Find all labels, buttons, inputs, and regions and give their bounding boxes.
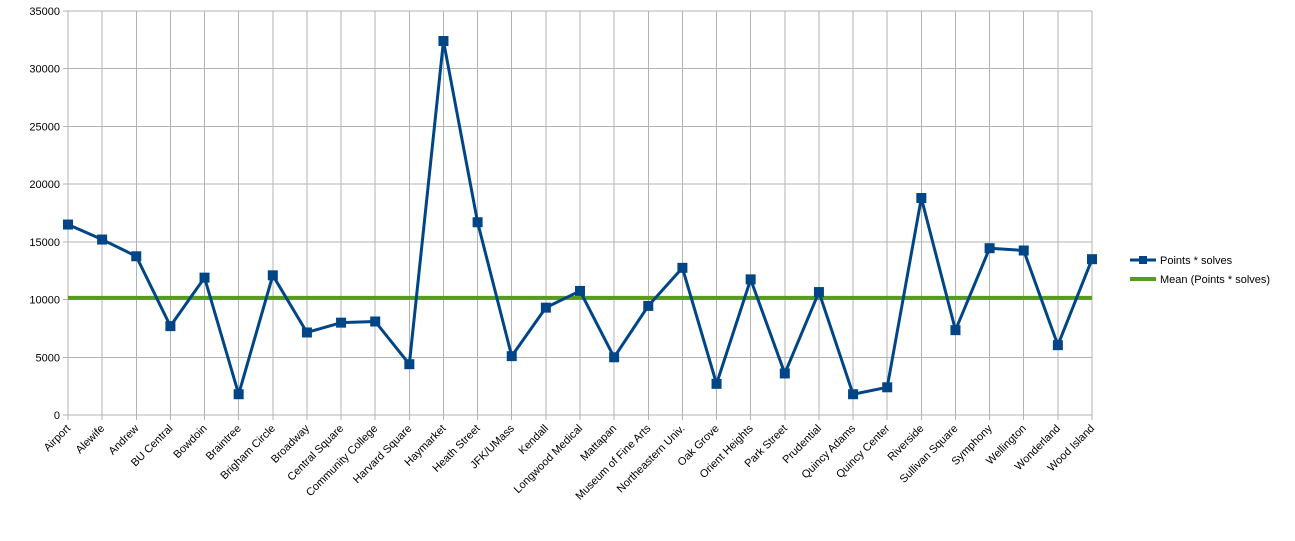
legend: Points * solves Mean (Points * solves)	[1130, 255, 1270, 286]
data-point-marker	[506, 351, 517, 362]
legend-swatch-marker	[1139, 256, 1147, 264]
x-tick-label: Alewife	[74, 423, 108, 457]
x-tick-label: Sullivan Square	[898, 423, 961, 486]
y-tick-label: 25000	[29, 121, 60, 133]
data-point-marker	[540, 302, 551, 313]
series-lines	[63, 36, 1097, 400]
data-point-marker	[1087, 254, 1097, 265]
data-point-marker	[882, 382, 893, 393]
data-point-marker	[745, 274, 756, 285]
data-point-marker	[97, 234, 108, 245]
data-point-marker	[267, 270, 278, 281]
data-point-marker	[916, 192, 927, 203]
y-tick-label: 30000	[29, 64, 60, 76]
data-point-marker	[131, 251, 142, 262]
y-tick-label: 20000	[29, 179, 60, 191]
y-tick-label: 35000	[29, 6, 60, 18]
data-point-marker	[643, 300, 654, 311]
x-tick-label: Kendall	[517, 423, 551, 457]
y-tick-label: 5000	[36, 352, 60, 364]
y-axis-tick-labels: 0 5000 10000 15000 20000 25000 30000 35000	[29, 6, 60, 422]
data-point-marker	[813, 287, 824, 298]
legend-label: Points * solves	[1160, 255, 1233, 267]
data-point-marker	[677, 262, 688, 273]
data-point-marker	[438, 36, 449, 47]
x-tick-label: Harvard Square	[351, 423, 414, 486]
grid-lines	[63, 10, 1093, 420]
data-point-marker	[950, 325, 961, 336]
data-point-marker	[301, 327, 312, 338]
data-point-marker	[336, 317, 347, 328]
data-point-marker	[575, 285, 585, 296]
data-point-marker	[711, 378, 722, 389]
data-point-marker	[370, 316, 381, 327]
y-tick-label: 15000	[29, 237, 60, 249]
data-point-marker	[233, 389, 244, 400]
data-point-marker	[848, 389, 859, 400]
data-point-marker	[472, 217, 483, 228]
data-point-marker	[779, 368, 790, 379]
data-point-marker	[199, 272, 210, 283]
data-point-marker	[609, 352, 620, 363]
data-point-marker	[1052, 340, 1063, 351]
legend-label: Mean (Points * solves)	[1160, 274, 1270, 286]
data-point-marker	[404, 359, 415, 370]
x-tick-label: Airport	[42, 423, 73, 454]
data-point-marker	[165, 321, 176, 332]
data-point-marker	[63, 219, 73, 230]
axes	[67, 11, 1092, 416]
data-point-marker	[984, 243, 995, 254]
data-point-marker	[1018, 245, 1029, 256]
y-tick-label: 0	[54, 410, 60, 422]
y-tick-label: 10000	[29, 295, 60, 307]
